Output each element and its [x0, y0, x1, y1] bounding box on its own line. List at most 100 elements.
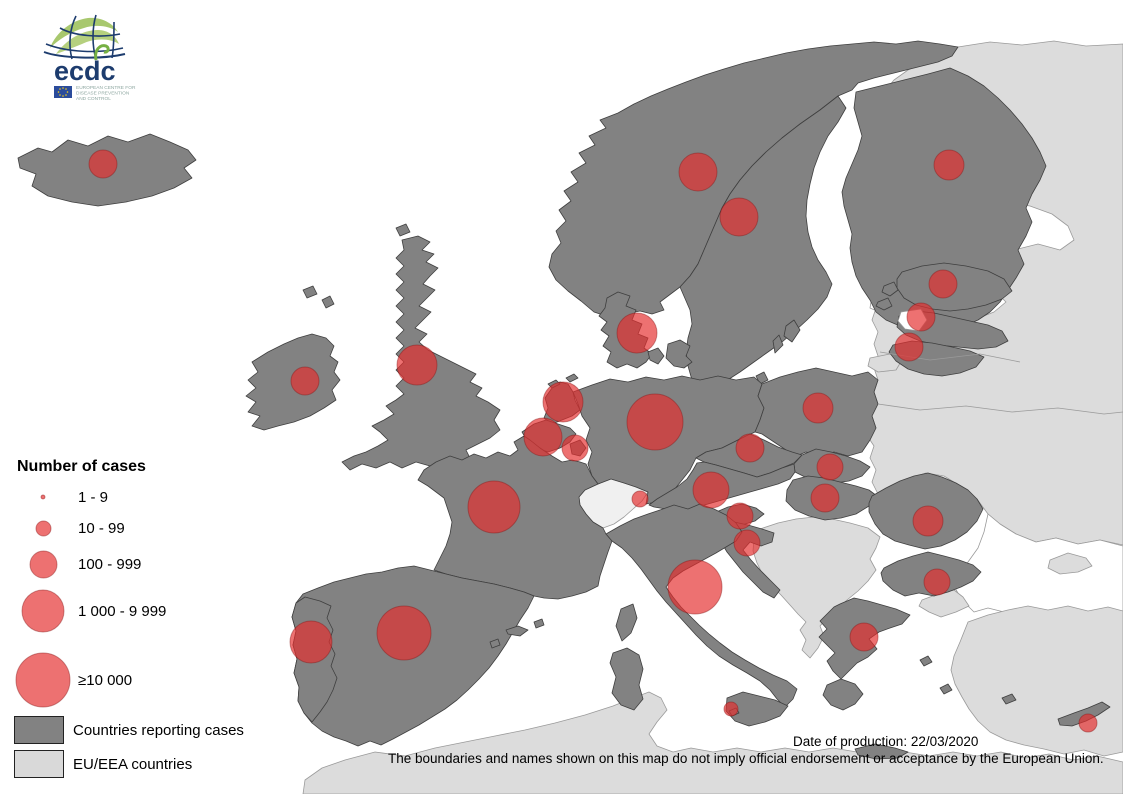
eu-flag-icon: [54, 86, 72, 98]
legend-circle-1000-9999: [8, 588, 78, 634]
sicily-shape: [725, 691, 789, 727]
aegean-3-shape: [919, 655, 933, 667]
snake-icon: [94, 44, 110, 61]
finland-shape: [841, 67, 1047, 333]
case-circle-italy: [667, 559, 723, 615]
legend-circle-10-99: [8, 519, 78, 538]
hebrides-1-shape: [302, 285, 318, 299]
eueea-countries-swatch: [14, 750, 64, 778]
legend-title: Number of cases: [17, 458, 146, 475]
boundaries-disclaimer: The boundaries and names shown on this m…: [388, 751, 1104, 766]
case-circle-germany: [626, 393, 684, 451]
saaremaa-shape: [881, 281, 899, 297]
legend-size-label: 1 000 - 9 999: [78, 602, 167, 620]
case-circle-netherlands: [542, 381, 584, 423]
legend-size-label: 10 - 99: [78, 519, 125, 537]
sardinia-shape: [609, 647, 644, 711]
legend-circle-glyph: [35, 520, 51, 536]
logo-caption-line2: DISEASE PREVENTION: [76, 91, 130, 97]
case-circle-iceland: [88, 149, 118, 179]
legend-circle-glyph: [21, 589, 65, 633]
oland-shape: [772, 334, 784, 354]
denmark-funen-shape: [647, 347, 665, 365]
case-circle-estonia: [928, 269, 958, 299]
case-circle-liechtenstein: [631, 490, 649, 508]
legend-area-label: Countries reporting cases: [73, 721, 244, 739]
ibiza-shape: [489, 638, 501, 649]
legend-size-row: 10 - 99: [8, 513, 125, 543]
orkney-shape: [395, 223, 411, 237]
legend-circle-ge10000: [8, 651, 78, 709]
case-circle-latvia: [906, 302, 936, 332]
case-circle-norway: [678, 152, 718, 192]
aegean-2-shape: [1001, 693, 1017, 705]
case-circle-luxembourg: [561, 434, 589, 462]
case-circle-croatia: [733, 529, 761, 557]
belarus-ukraine-border: [877, 403, 1123, 415]
case-circle-belgium: [523, 417, 563, 457]
case-circle-slovakia: [816, 453, 844, 481]
legend-size-row: ≥10 000: [8, 650, 132, 710]
case-circle-spain: [376, 605, 432, 661]
reporting-countries-swatch: [14, 716, 64, 744]
menorca-shape: [533, 618, 545, 629]
legend-size-label: 100 - 999: [78, 555, 142, 573]
legend-size-row: 100 - 999: [8, 544, 141, 584]
peloponnese-shape: [822, 678, 864, 711]
case-circle-lithuania: [894, 332, 924, 362]
case-circles: [88, 149, 1098, 733]
logo-caption-line1: EUROPEAN CENTRE FOR: [76, 85, 136, 91]
mallorca-shape: [505, 625, 529, 637]
legend-circle-1-9: [8, 493, 78, 501]
case-circle-finland: [933, 149, 965, 181]
case-circle-austria: [692, 471, 730, 509]
legend-circle-glyph: [40, 494, 46, 500]
case-circle-portugal: [289, 620, 333, 664]
case-circle-denmark: [616, 312, 658, 354]
legend-size-row: 1 000 - 9 999: [8, 587, 166, 635]
hiiumaa-shape: [875, 297, 893, 311]
aegean-1-shape: [939, 683, 953, 695]
legend-circle-glyph: [29, 550, 57, 578]
case-circle-cyprus: [1078, 713, 1098, 733]
hebrides-2-shape: [321, 295, 335, 309]
legend-circle-glyph: [15, 652, 71, 708]
crete-shape: [854, 743, 909, 760]
case-circle-czechia: [735, 433, 765, 463]
legend-area-row-reporting: Countries reporting cases: [14, 716, 244, 744]
corsica-shape: [615, 603, 638, 642]
gotland-shape: [783, 319, 801, 343]
legend-size-label: 1 - 9: [78, 488, 109, 506]
case-circle-hungary: [810, 483, 840, 513]
case-circle-united-kingdom: [396, 344, 438, 386]
ecdc-logo: ecdc EUROPEAN CENTRE FOR DISEASE PREVENT…: [43, 14, 136, 102]
case-circle-greece: [849, 622, 879, 652]
case-circle-malta: [723, 701, 739, 717]
cyprus-shape: [1057, 701, 1111, 727]
case-circle-ireland: [290, 366, 320, 396]
case-circle-france: [467, 480, 521, 534]
logo-caption: EUROPEAN CENTRE FOR DISEASE PREVENTION A…: [76, 85, 136, 102]
legend-size-row: 1 - 9: [8, 485, 108, 509]
case-circle-romania: [912, 505, 944, 537]
logo-caption-line3: AND CONTROL: [76, 96, 111, 102]
denmark-zealand-shape: [665, 339, 693, 369]
case-circle-sweden: [719, 197, 759, 237]
italy-shape: [605, 503, 798, 708]
legend-circle-100-999: [8, 549, 78, 580]
country-shapes: [17, 40, 1123, 794]
date-of-production: Date of production: 22/03/2020: [793, 734, 979, 749]
globe-icon: [43, 14, 126, 60]
ecdc-acronym: ecdc: [54, 56, 116, 86]
legend-area-row-eueea: EU/EEA countries: [14, 750, 192, 778]
crimea-shape: [1047, 552, 1093, 575]
north-africa-shape: [302, 691, 1123, 794]
legend-size-label: ≥10 000: [78, 671, 133, 689]
case-circle-bulgaria: [923, 568, 951, 596]
frisian-2-shape: [565, 373, 579, 383]
case-circle-slovenia: [726, 502, 754, 530]
case-circle-poland: [802, 392, 834, 424]
legend-area-label: EU/EEA countries: [73, 755, 193, 773]
